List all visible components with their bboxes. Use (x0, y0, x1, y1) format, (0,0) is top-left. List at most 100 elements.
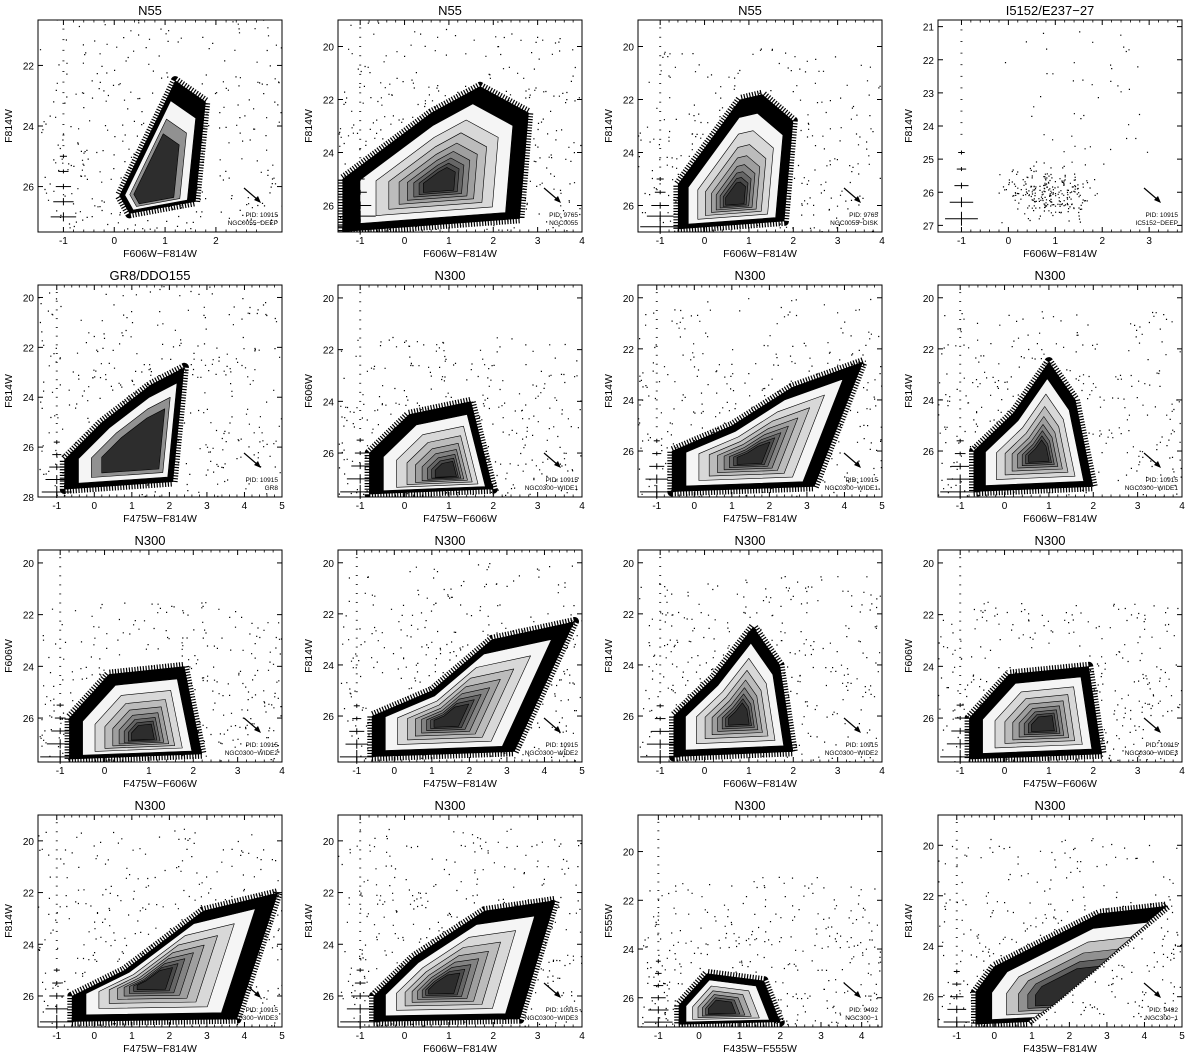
cmd-panel: N300 PID: 10915 NGC0300−WIDE1 -1 0 1 2 3 4 5 F475W… (600, 265, 900, 530)
x-axis-label: F435W−F814W (1023, 1043, 1097, 1055)
plot-frame (937, 19, 1183, 233)
x-axis: -1 0 1 2 3 (957, 20, 1178, 247)
x-axis: -1 0 1 2 3 4 (356, 815, 585, 1042)
x-tick-label: 4 (842, 501, 848, 512)
y-tick-label: 24 (923, 662, 935, 673)
y-axis: 20 22 24 26 (23, 559, 282, 725)
x-axis-label: F606W−F814W (723, 778, 797, 790)
x-tick-label: 1 (1029, 1031, 1035, 1042)
y-tick-label: 24 (23, 662, 35, 673)
cmd-panel: N300 PID: 10915 NGC0300−WIDE1 -1 0 1 2 3 4 F475W−… (300, 265, 600, 530)
dense-edge (969, 357, 1098, 497)
panel-title: N300 (1034, 798, 1066, 813)
plot-area (641, 876, 882, 1027)
plot-area (38, 828, 282, 1027)
y-tick-label: 24 (323, 940, 335, 951)
x-tick-label: 2 (1090, 766, 1096, 777)
density-contour (433, 703, 470, 728)
reddening-arrow (543, 187, 561, 203)
y-tick-label: 20 (623, 848, 635, 859)
pid-label: PID: 10915 (545, 1007, 578, 1014)
y-tick-label: 24 (23, 393, 35, 404)
field-label: NGC0300−WIDE2 (525, 750, 579, 757)
x-tick-label: 4 (542, 766, 548, 777)
x-tick-label: 0 (1006, 236, 1012, 247)
panel-title: N300 (134, 798, 166, 813)
x-tick-label: -1 (59, 236, 68, 247)
y-tick-label: 24 (23, 122, 35, 133)
y-tick-label: 24 (323, 661, 335, 672)
dense-edge (64, 661, 207, 762)
x-tick-label: 1 (129, 501, 135, 512)
x-tick-label: 1 (146, 766, 152, 777)
dense-edge (67, 888, 282, 1027)
x-tick-label: 3 (1135, 501, 1141, 512)
pid-label: PID: 9492 (1149, 1007, 1178, 1014)
pid-label: PID: 10915 (245, 477, 278, 484)
x-axis-label: F606W−F814W (1023, 248, 1097, 260)
x-tick-label: 2 (190, 766, 196, 777)
x-tick-label: 0 (402, 1031, 408, 1042)
y-tick-label: 22 (923, 345, 935, 356)
x-tick-label: 2 (1067, 1031, 1073, 1042)
y-axis: 20 22 24 26 (323, 294, 582, 460)
y-tick-label: 22 (323, 346, 335, 357)
plot-frame (637, 814, 883, 1028)
field-label: NGC0055−DEEP (228, 220, 278, 227)
plot-area (39, 20, 282, 232)
plot-area (39, 602, 282, 762)
x-axis-label: F475W−F814W (123, 513, 197, 525)
plot-frame (637, 549, 883, 763)
y-axis-label: F814W (603, 374, 615, 408)
y-axis: 21 22 23 24 25 26 27 (923, 23, 1182, 232)
x-tick-label: 5 (879, 501, 885, 512)
error-bars (945, 29, 978, 226)
star-points (998, 31, 1149, 224)
pid-label: PID: 10915 (845, 477, 878, 484)
x-tick-label: 4 (579, 501, 585, 512)
y-axis-label: F814W (603, 109, 615, 143)
plot-area (338, 828, 582, 1027)
x-axis: -1 0 1 2 (59, 20, 257, 247)
x-tick-label: 0 (392, 766, 398, 777)
panel-title: N300 (434, 533, 466, 548)
y-tick-label: 20 (923, 559, 935, 570)
panel-title: N300 (434, 798, 466, 813)
x-tick-label: 0 (696, 1031, 702, 1042)
cmd-panel: N300 PID: 10915 NGC0300−WIDE3 -1 0 1 2 3 4 5 F475W… (0, 795, 300, 1060)
plot-frame (37, 284, 283, 498)
cmd-panel: N300 PID: 10915 NGC0300−WIDE2 -1 0 1 2 3 4 F606W−… (600, 530, 900, 795)
x-tick-label: 1 (737, 1031, 743, 1042)
x-tick-label: 2 (213, 236, 219, 247)
x-tick-label: 0 (92, 1031, 98, 1042)
x-axis-label: F475W−F606W (123, 778, 197, 790)
x-tick-label: 4 (579, 236, 585, 247)
x-axis: -1 0 1 2 3 4 5 (952, 815, 1185, 1042)
plot-frame (937, 814, 1183, 1028)
y-tick-label: 28 (23, 493, 35, 504)
plot-area (998, 31, 1149, 224)
pid-label: PID: 9492 (849, 1007, 878, 1014)
x-tick-label: 1 (746, 236, 752, 247)
x-tick-label: 3 (818, 1031, 824, 1042)
x-tick-label: -1 (956, 501, 965, 512)
x-tick-label: 4 (879, 236, 885, 247)
reddening-arrow (243, 717, 261, 733)
cmd-panel: N300 PID: 10915 NGC0300−WIDE1 -1 0 1 2 3 4 F606W−… (900, 265, 1200, 530)
field-label: GR8 (265, 485, 279, 492)
field-label: NGC0300−WIDE3 (525, 1015, 579, 1022)
x-tick-label: -1 (652, 501, 661, 512)
field-label: NGC0300−WIDE2 (825, 750, 879, 757)
density-contour (1031, 715, 1055, 732)
y-tick-label: 26 (623, 447, 635, 458)
y-axis-label: F814W (3, 904, 15, 938)
x-axis: -1 0 1 2 3 4 (956, 550, 1185, 777)
y-tick-label: 24 (623, 945, 635, 956)
x-axis: -1 0 1 2 3 4 (356, 285, 585, 512)
density-contour (131, 723, 155, 741)
plot-frame (337, 284, 583, 498)
